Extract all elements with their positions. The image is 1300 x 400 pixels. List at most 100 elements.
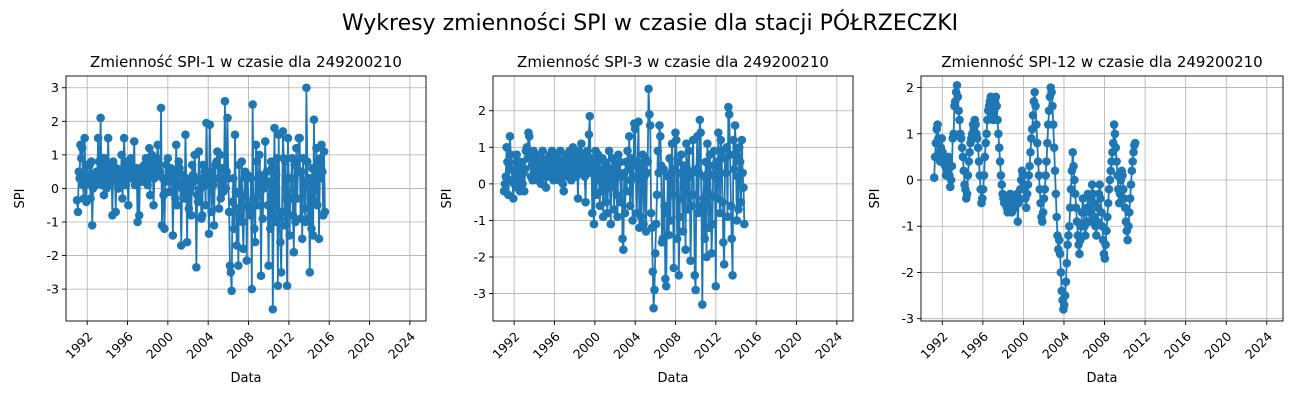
data-point bbox=[958, 152, 968, 162]
data-point bbox=[1024, 171, 1034, 180]
data-point bbox=[306, 174, 315, 183]
data-point bbox=[655, 121, 664, 130]
data-point bbox=[558, 179, 568, 189]
data-point bbox=[118, 194, 127, 203]
data-point bbox=[258, 214, 268, 223]
data-point bbox=[163, 153, 173, 163]
data-point bbox=[582, 146, 592, 156]
data-point bbox=[267, 163, 277, 173]
data-point bbox=[726, 201, 736, 211]
data-point bbox=[522, 143, 532, 152]
data-point bbox=[712, 157, 721, 167]
data-point bbox=[727, 234, 737, 244]
data-point bbox=[630, 124, 640, 134]
data-point bbox=[722, 143, 731, 152]
data-point bbox=[614, 150, 623, 159]
data-point bbox=[227, 286, 236, 296]
data-point bbox=[1092, 231, 1101, 240]
data-point bbox=[1047, 87, 1056, 97]
data-point bbox=[235, 210, 245, 220]
data-point bbox=[972, 134, 982, 143]
data-point bbox=[1103, 212, 1112, 222]
data-point bbox=[99, 190, 109, 200]
data-point bbox=[1130, 138, 1140, 148]
data-point bbox=[695, 115, 705, 125]
data-point bbox=[992, 101, 1001, 111]
data-point bbox=[1124, 221, 1133, 231]
data-point bbox=[594, 175, 604, 185]
data-point bbox=[1033, 157, 1043, 166]
data-point bbox=[684, 146, 694, 156]
y-tick-label: 2 bbox=[478, 103, 486, 118]
data-point bbox=[677, 194, 687, 203]
data-point bbox=[623, 146, 632, 156]
x-tick-label: 2012 bbox=[264, 329, 297, 362]
data-point bbox=[184, 204, 194, 213]
data-point bbox=[285, 231, 294, 240]
data-point bbox=[965, 147, 974, 157]
data-point bbox=[239, 190, 249, 200]
data-point bbox=[290, 160, 299, 170]
data-point bbox=[512, 150, 521, 159]
series-points bbox=[929, 80, 1140, 314]
data-point bbox=[166, 177, 175, 187]
data-point bbox=[584, 130, 594, 139]
data-point bbox=[933, 120, 942, 129]
data-point bbox=[994, 129, 1003, 139]
x-tick-label: 2012 bbox=[1120, 329, 1153, 362]
data-point bbox=[719, 260, 729, 269]
data-point bbox=[994, 143, 1004, 152]
data-point bbox=[1052, 212, 1061, 222]
data-point bbox=[145, 143, 154, 153]
data-point bbox=[661, 274, 670, 284]
data-point bbox=[573, 194, 583, 203]
y-tick-label: -2 bbox=[474, 250, 486, 265]
data-point bbox=[993, 115, 1002, 125]
data-point bbox=[1109, 120, 1119, 129]
data-point bbox=[1038, 208, 1048, 217]
data-point bbox=[703, 168, 713, 178]
data-point bbox=[529, 146, 538, 156]
data-point bbox=[509, 194, 518, 203]
data-point bbox=[313, 160, 323, 170]
data-point bbox=[718, 197, 727, 207]
data-point bbox=[612, 190, 621, 200]
data-point bbox=[1106, 166, 1116, 176]
data-point bbox=[305, 268, 315, 277]
data-point bbox=[276, 268, 286, 277]
data-point bbox=[698, 194, 708, 203]
data-point bbox=[1069, 161, 1078, 171]
chart-panel-3: Zmienność SPI-12 w czasie dla 249200210 -… bbox=[868, 53, 1284, 386]
data-point bbox=[155, 167, 165, 176]
data-point bbox=[275, 214, 284, 223]
x-tick-label: 2008 bbox=[651, 329, 684, 362]
data-point bbox=[300, 204, 310, 213]
data-point bbox=[153, 140, 163, 150]
data-point bbox=[1048, 101, 1057, 111]
data-point bbox=[1018, 171, 1028, 180]
x-tick-label: 2004 bbox=[183, 329, 216, 362]
data-point bbox=[664, 230, 674, 240]
data-point bbox=[605, 183, 615, 192]
data-point bbox=[668, 190, 678, 200]
data-point bbox=[650, 285, 659, 295]
x-axis-label: Data bbox=[1086, 371, 1117, 386]
data-point bbox=[87, 221, 97, 230]
data-point bbox=[255, 150, 264, 160]
data-point bbox=[651, 219, 661, 229]
data-point bbox=[734, 143, 744, 152]
data-point bbox=[129, 137, 139, 146]
data-point bbox=[247, 284, 257, 294]
data-point bbox=[192, 263, 201, 272]
chart-panel-2: Zmienność SPI-3 w czasie dla 249200210 -3… bbox=[440, 53, 854, 386]
data-point bbox=[1087, 180, 1097, 189]
data-point bbox=[288, 210, 298, 220]
data-point bbox=[732, 216, 742, 225]
data-point bbox=[713, 128, 723, 137]
data-point bbox=[302, 83, 311, 93]
data-point bbox=[252, 157, 262, 166]
data-point bbox=[209, 221, 219, 230]
data-point bbox=[1051, 189, 1061, 199]
data-point bbox=[730, 121, 740, 130]
data-point bbox=[233, 204, 242, 213]
